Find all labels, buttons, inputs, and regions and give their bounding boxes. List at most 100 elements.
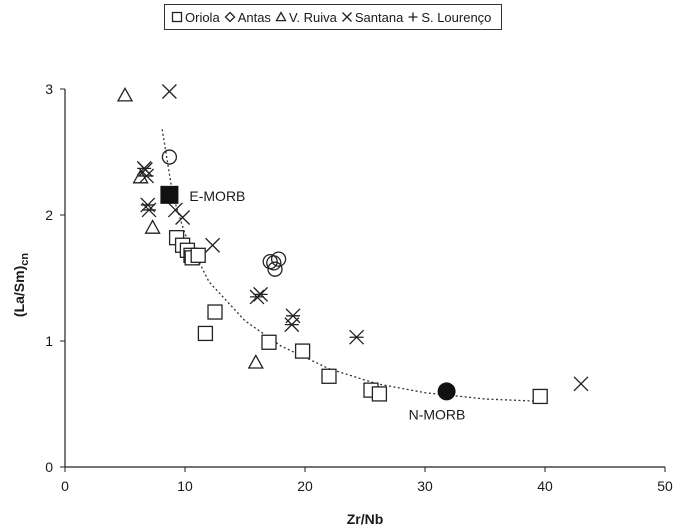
y-axis-label: (La/Sm)cn <box>11 253 31 317</box>
legend: Oriola Antas V. Ruiva Santana S. Lourenço <box>164 4 503 30</box>
asterisk-marker <box>253 286 269 302</box>
plus-icon <box>408 12 418 22</box>
data-point <box>349 329 365 345</box>
y-tick-label: 2 <box>45 207 53 223</box>
circle-marker <box>267 261 283 277</box>
data-point <box>294 343 311 359</box>
data-point <box>247 354 264 369</box>
x-marker <box>341 12 352 22</box>
y-tick-label: 1 <box>45 333 53 349</box>
x-marker <box>161 84 177 99</box>
legend-marker <box>171 11 183 23</box>
x-tick-label: 20 <box>297 478 313 494</box>
legend-marker <box>341 12 352 22</box>
y-tick-label: 0 <box>45 459 53 475</box>
diamond-marker <box>224 11 236 23</box>
data-point <box>371 386 388 402</box>
legend-item: Antas <box>224 10 271 25</box>
legend-label: Antas <box>237 9 271 25</box>
axis-labels: Zr/Nb (La/Sm)cn <box>11 253 383 527</box>
data-points: E-MORB N-MORB <box>116 84 589 422</box>
data-point <box>139 168 155 184</box>
asterisk-marker <box>249 289 265 305</box>
data-point <box>249 289 265 305</box>
y-tick-label: 3 <box>45 81 53 97</box>
legend-item: V. Ruiva <box>275 10 337 25</box>
x-tick-label: 30 <box>417 478 433 494</box>
data-point <box>190 247 206 263</box>
legend-marker <box>408 12 418 22</box>
triangle-marker <box>116 86 134 102</box>
data-point <box>175 210 191 225</box>
legend-label: Oriola <box>185 9 220 25</box>
square-marker <box>371 386 388 402</box>
legend-label: Santana <box>354 9 404 25</box>
reference-point <box>437 382 456 401</box>
x-tick-label: 50 <box>657 478 673 494</box>
asterisk-marker <box>141 202 157 218</box>
legend-label: S. Lourenço <box>421 9 492 25</box>
data-point <box>197 325 214 342</box>
square-marker <box>197 325 214 342</box>
y-axis-label-main: (La/Sm) <box>11 266 27 317</box>
square-icon <box>171 11 183 23</box>
data-point <box>573 376 589 392</box>
data-point <box>161 149 178 165</box>
x-icon <box>341 12 352 22</box>
circle-marker <box>270 251 287 267</box>
axes: 0 10 20 30 40 50 0 1 2 3 <box>45 81 673 494</box>
trend-curve <box>161 129 546 403</box>
x-axis-label: Zr/Nb <box>347 511 384 527</box>
square-marker <box>190 247 206 263</box>
reference-point-label: E-MORB <box>189 188 245 204</box>
asterisk-marker <box>284 317 300 333</box>
reference-point-label: N-MORB <box>409 406 466 422</box>
data-point <box>284 317 300 333</box>
data-point <box>253 286 269 302</box>
y-axis-label-sub: cn <box>19 253 31 266</box>
legend-item: S. Lourenço <box>407 10 491 25</box>
x-marker <box>175 210 191 225</box>
data-point <box>116 86 134 102</box>
legend-label: V. Ruiva <box>288 9 337 25</box>
data-point <box>267 261 283 277</box>
data-point <box>207 304 223 320</box>
circle-marker <box>161 149 178 165</box>
square-marker <box>207 304 223 320</box>
square-marker <box>261 334 277 350</box>
diamond-icon <box>224 11 236 23</box>
triangle-icon <box>275 11 287 22</box>
triangle-marker <box>144 219 161 234</box>
filled-circle-marker <box>437 382 456 401</box>
square-marker <box>321 368 337 384</box>
legend-item: Oriola <box>171 10 220 25</box>
square-marker <box>294 343 311 359</box>
data-point <box>205 237 221 253</box>
asterisk-marker <box>349 329 365 345</box>
data-point <box>532 388 548 405</box>
square-marker <box>532 388 548 405</box>
triangle-marker <box>275 11 287 22</box>
legend-marker <box>224 11 236 23</box>
filled-square-marker <box>160 185 179 204</box>
data-point <box>144 219 161 234</box>
square-marker <box>171 11 183 23</box>
asterisk-marker <box>139 168 155 184</box>
data-point <box>161 84 177 99</box>
x-marker <box>205 237 221 253</box>
plus-marker <box>408 12 418 22</box>
triangle-marker <box>247 354 264 369</box>
data-point <box>270 251 287 267</box>
legend-marker <box>275 11 287 22</box>
reference-point <box>160 185 179 204</box>
data-point <box>266 255 282 271</box>
data-point <box>141 202 157 218</box>
circle-marker <box>266 255 282 271</box>
legend-item: Santana <box>341 10 403 25</box>
x-marker <box>573 376 589 392</box>
x-tick-label: 10 <box>177 478 193 494</box>
x-tick-label: 40 <box>537 478 553 494</box>
data-point <box>261 334 277 350</box>
data-point <box>321 368 337 384</box>
